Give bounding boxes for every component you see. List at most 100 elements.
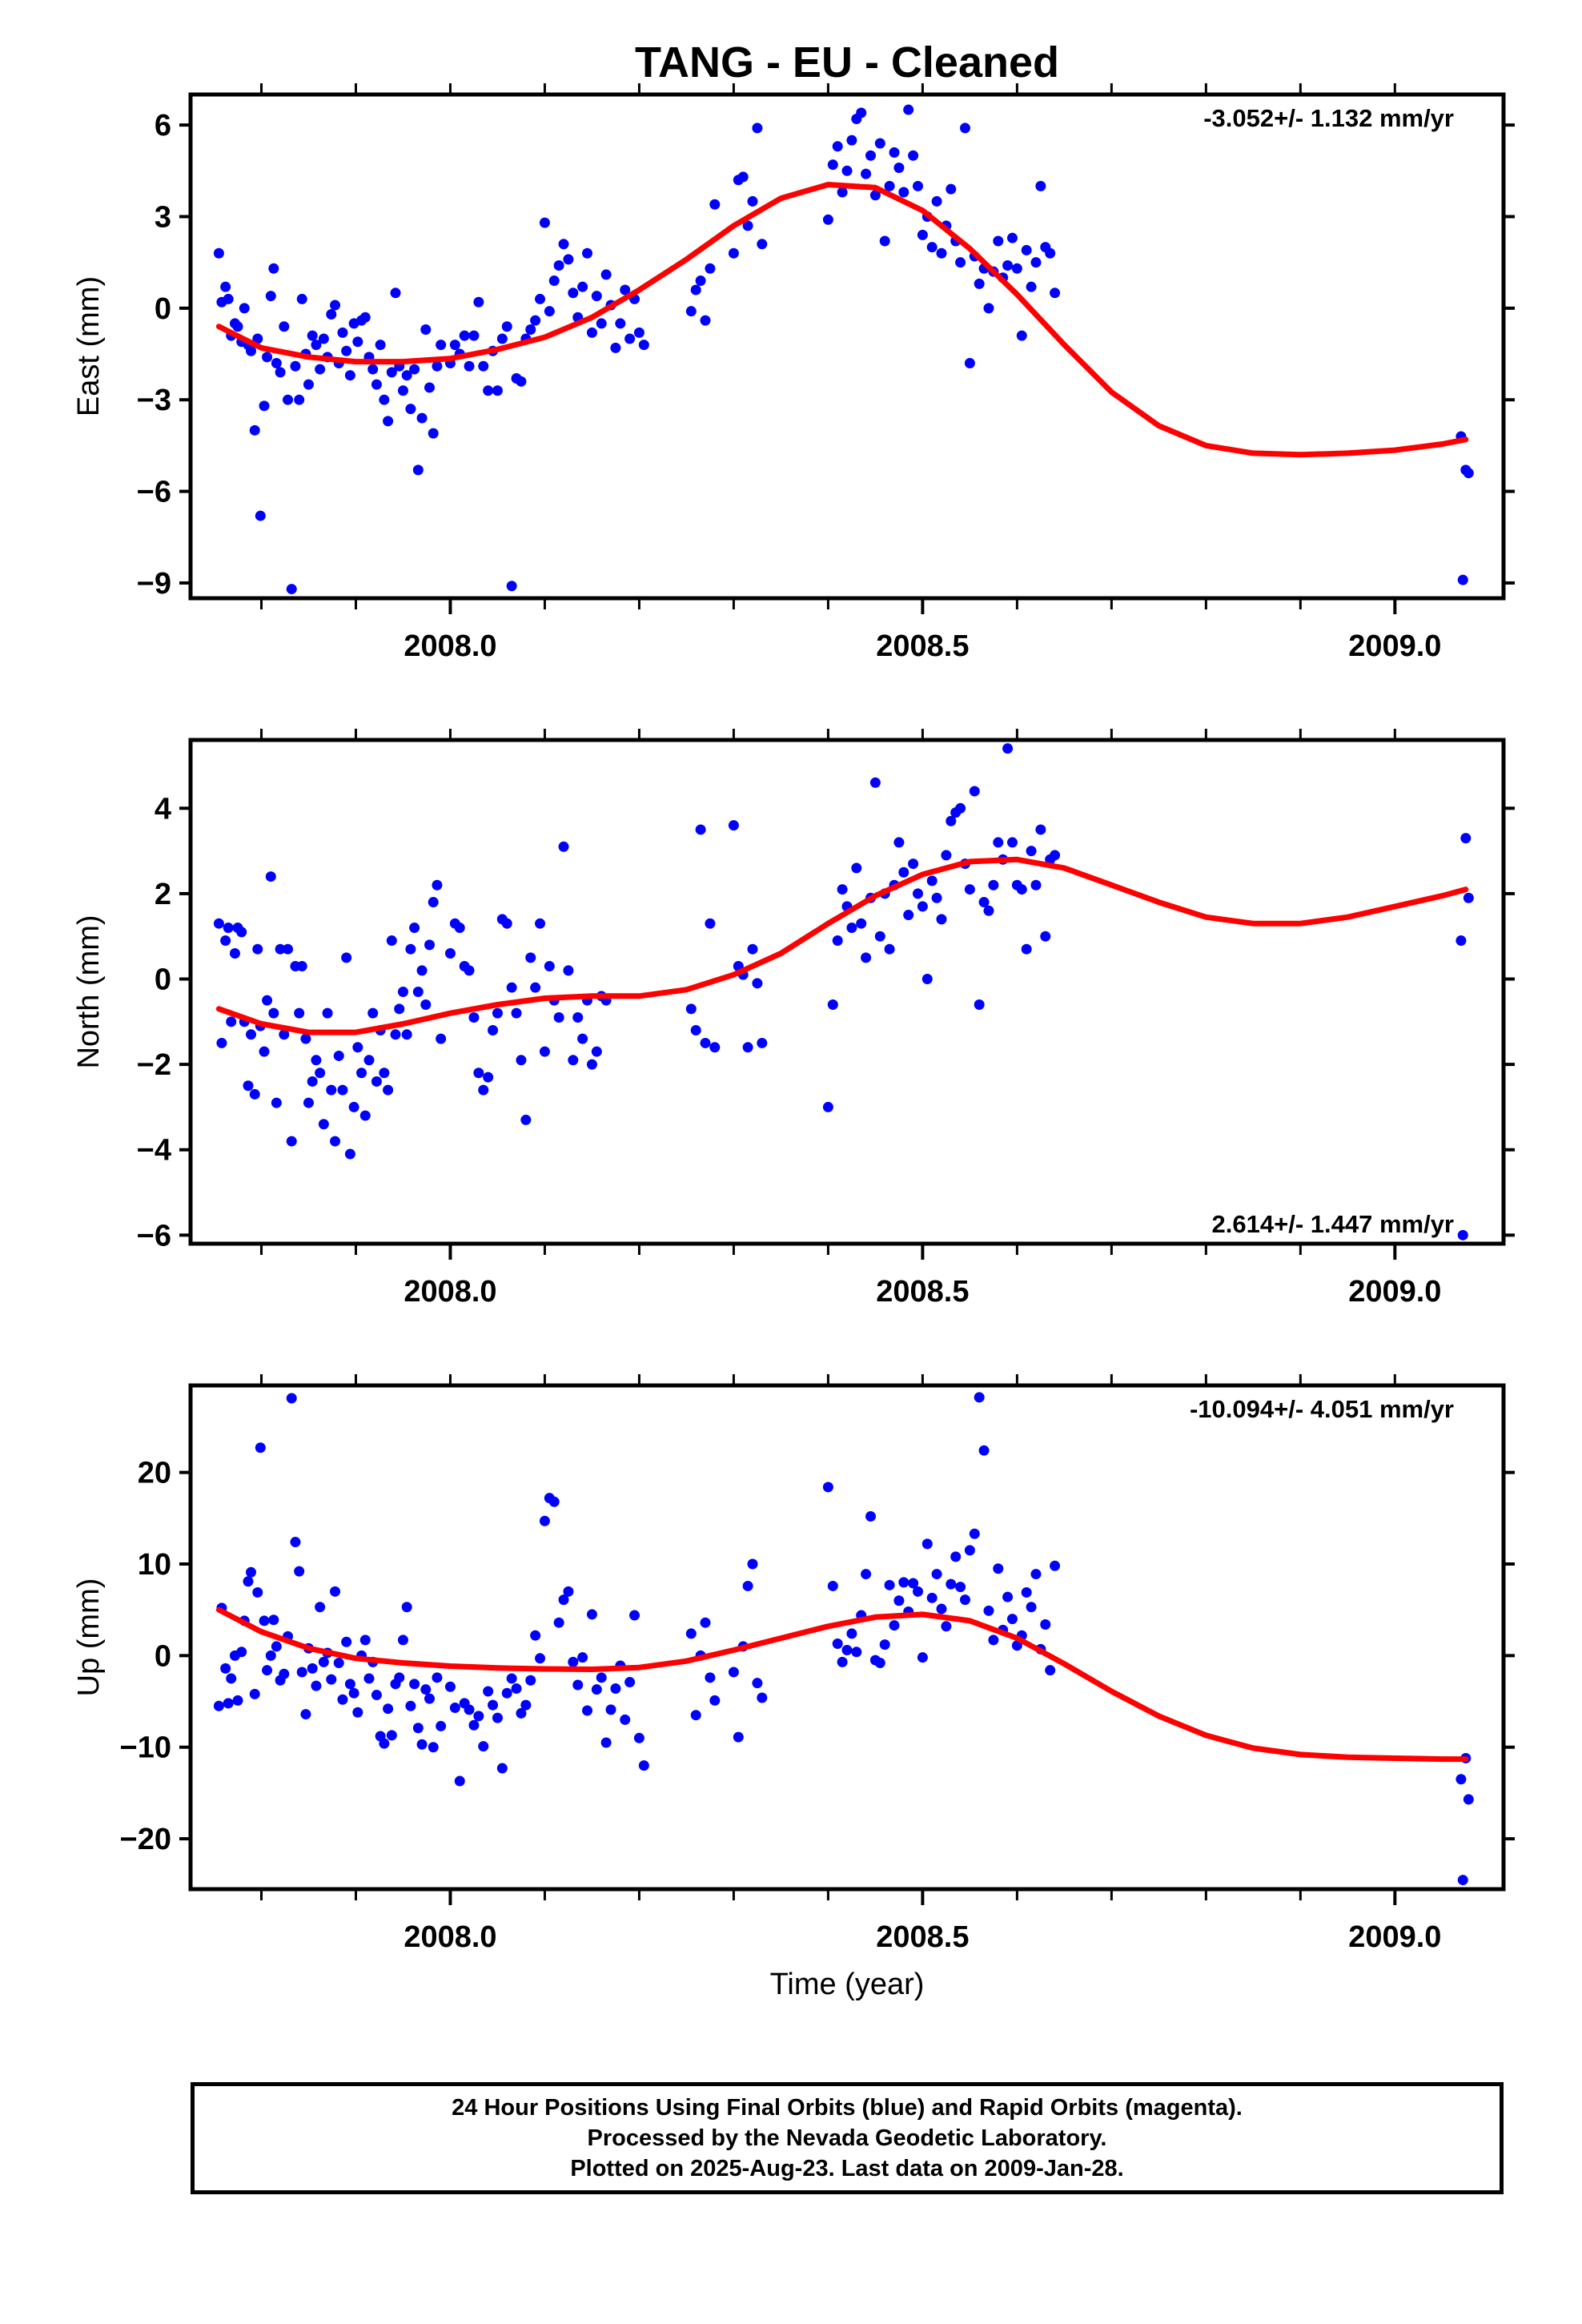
- data-point: [695, 275, 706, 287]
- data-point: [239, 303, 250, 314]
- data-point: [563, 1586, 574, 1597]
- data-point: [383, 1703, 394, 1715]
- data-point: [405, 943, 416, 955]
- data-point: [752, 978, 763, 989]
- data-point: [1456, 1774, 1467, 1785]
- data-point: [747, 195, 758, 207]
- data-point: [591, 1046, 602, 1057]
- data-point: [539, 217, 550, 228]
- data-point: [290, 1537, 301, 1548]
- data-point: [259, 1615, 270, 1626]
- data-point: [501, 918, 512, 929]
- data-point: [286, 1393, 297, 1404]
- data-point: [488, 1699, 499, 1711]
- data-point: [535, 293, 546, 304]
- data-point: [752, 1678, 763, 1689]
- data-point: [596, 318, 607, 329]
- data-point: [344, 370, 355, 381]
- data-point: [893, 162, 905, 173]
- data-point: [386, 935, 397, 947]
- data-point: [827, 1580, 838, 1591]
- x-tick-label: 2008.0: [404, 1275, 496, 1309]
- footer-line-3: Plotted on 2025-Aug-23. Last data on 200…: [570, 2156, 1124, 2181]
- data-point: [577, 1652, 588, 1663]
- data-point: [252, 943, 263, 955]
- x-tick-label: 2009.0: [1348, 1275, 1441, 1309]
- y-tick-label: 3: [155, 200, 171, 234]
- data-point: [685, 1003, 697, 1015]
- data-point: [917, 1652, 928, 1663]
- data-point: [352, 1707, 363, 1718]
- data-point: [926, 242, 938, 253]
- data-point: [436, 340, 447, 351]
- data-point: [255, 510, 266, 521]
- data-point: [383, 416, 394, 427]
- data-point: [259, 400, 270, 412]
- data-point: [705, 263, 716, 274]
- data-point: [492, 1712, 503, 1723]
- data-point: [459, 330, 470, 341]
- data-point: [223, 293, 234, 304]
- data-point: [988, 1634, 999, 1646]
- data-point: [535, 918, 546, 929]
- data-point: [1026, 281, 1037, 292]
- data-point: [624, 1677, 636, 1688]
- data-point: [1026, 1602, 1037, 1613]
- data-point: [709, 1042, 721, 1053]
- data-point: [1002, 259, 1014, 271]
- data-point: [893, 1595, 905, 1606]
- data-point: [1030, 257, 1042, 268]
- data-point: [294, 1007, 305, 1019]
- data-point: [341, 952, 352, 963]
- data-point: [1006, 232, 1018, 243]
- data-point: [401, 1602, 412, 1613]
- data-point: [483, 385, 494, 396]
- data-point: [941, 1621, 952, 1632]
- data-point: [344, 1148, 355, 1160]
- data-point: [917, 229, 928, 240]
- data-point: [757, 239, 768, 250]
- y-tick-label: −9: [137, 567, 171, 601]
- data-point: [386, 367, 397, 378]
- data-point: [363, 1673, 375, 1684]
- data-point: [1463, 892, 1474, 903]
- data-point: [946, 1578, 957, 1590]
- data-point: [757, 1692, 768, 1703]
- data-point: [983, 1605, 994, 1616]
- panel-2: 2008.0 2008.5 2009.0 −6 −4 −2 0 2 4 North (mm) 2.6…: [72, 729, 1515, 1309]
- rate-label: -3.052+/- 1.132 mm/yr: [1203, 104, 1454, 132]
- y-tick-label: −3: [137, 384, 171, 417]
- data-point: [383, 1084, 394, 1096]
- data-point: [558, 841, 569, 852]
- data-point: [424, 382, 436, 393]
- data-point: [359, 1110, 371, 1121]
- data-point: [921, 1538, 933, 1550]
- data-point: [375, 340, 386, 351]
- data-point: [530, 982, 541, 993]
- data-point: [993, 837, 1004, 848]
- data-point: [516, 1707, 527, 1719]
- x-tick-label: 2008.5: [876, 629, 969, 663]
- data-point: [600, 269, 612, 280]
- data-point: [879, 1639, 890, 1651]
- data-point: [1035, 824, 1046, 835]
- data-point: [296, 961, 307, 972]
- data-point: [271, 1641, 282, 1652]
- data-point: [255, 1442, 266, 1454]
- data-point: [428, 1742, 439, 1753]
- data-point: [747, 1558, 758, 1570]
- data-point: [974, 999, 985, 1010]
- data-point: [279, 321, 290, 332]
- data-point: [558, 239, 569, 250]
- data-point: [1457, 574, 1468, 585]
- data-point: [492, 385, 503, 396]
- data-point: [271, 1097, 282, 1108]
- data-point: [246, 345, 257, 356]
- data-point: [478, 1084, 489, 1096]
- data-point: [428, 897, 439, 908]
- data-point: [530, 1630, 541, 1641]
- data-point: [243, 1080, 254, 1092]
- data-point: [386, 1730, 397, 1741]
- data-point: [969, 1528, 980, 1539]
